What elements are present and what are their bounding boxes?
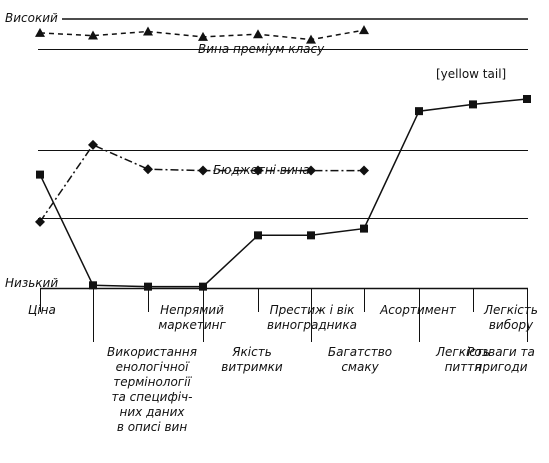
x-tick-label-9: Розваги та пригоди	[467, 345, 535, 374]
series-label-yellow-tail: [yellow tail]	[436, 67, 507, 81]
series-2-point-0	[36, 170, 44, 179]
series-1-point-3	[198, 165, 208, 176]
series-1-point-6	[359, 165, 369, 176]
y-level-low-label: Низький	[5, 276, 59, 290]
series-2-point-3	[199, 282, 207, 291]
x-tick-label-0: Ціна	[28, 303, 56, 317]
series-0-point-2	[143, 26, 153, 36]
y-level-high-label: Високий	[5, 11, 58, 25]
series-2-point-7	[415, 107, 423, 116]
x-tick-label-8: Легкість вибору	[484, 303, 538, 332]
series-0-point-4	[253, 29, 263, 39]
series-2-point-9	[523, 95, 531, 103]
series-2-point-1	[89, 281, 97, 290]
x-tick-label-4: Престиж і вік виноградника	[267, 303, 357, 332]
series-label-premium: Вина преміум класу	[198, 42, 325, 56]
x-tick-label-5: Багатство смаку	[327, 345, 393, 374]
series-line-2	[39, 98, 528, 288]
x-tick-label-7: Легкість пиття	[436, 345, 490, 374]
series-1-point-2	[143, 164, 153, 175]
series-0-point-1	[88, 30, 98, 40]
series-1-point-1	[88, 139, 98, 150]
series-1-point-5	[306, 165, 316, 176]
series-2-point-2	[144, 282, 152, 291]
series-label-budget: Бюджетні вина	[213, 163, 310, 177]
series-1-point-0	[35, 216, 45, 227]
series-line-1	[39, 143, 364, 223]
series-0-point-5	[306, 34, 316, 44]
series-0-point-6	[359, 25, 369, 35]
series-2-point-6	[360, 224, 368, 233]
series-2-point-4	[254, 231, 262, 240]
series-0-point-3	[198, 31, 208, 41]
x-tick-label-6: Асортимент	[380, 303, 456, 317]
series-0-point-0	[35, 27, 45, 37]
x-tick-label-1: Використання енологічної термінології та…	[107, 345, 197, 434]
series-1-point-4	[253, 165, 263, 176]
x-tick-label-2: Непрямий маркетинг	[158, 303, 226, 332]
series-2-point-8	[469, 100, 477, 109]
x-tick-label-3: Якість витримки	[221, 345, 283, 374]
series-2-point-5	[307, 231, 315, 240]
